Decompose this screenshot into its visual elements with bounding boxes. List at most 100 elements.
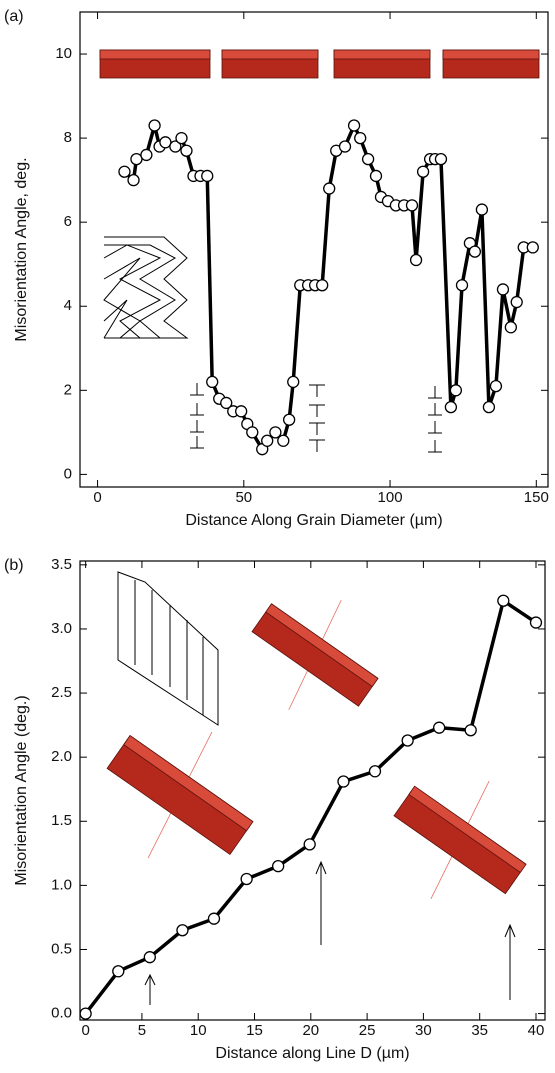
x-axis-label: Distance along Line D (µm) xyxy=(215,1045,409,1062)
x-tick-label: 100 xyxy=(378,489,403,506)
panel-label: (b) xyxy=(4,557,24,574)
decorations-b xyxy=(106,571,527,1005)
prism xyxy=(99,49,211,60)
data-point xyxy=(361,152,375,166)
y-axis-label: Misorientation Angle, deg. xyxy=(13,157,30,341)
data-point xyxy=(180,144,193,157)
y-tick-label: 0.0 xyxy=(51,1005,72,1022)
data-point xyxy=(433,721,446,734)
data-point xyxy=(79,1007,92,1020)
prism xyxy=(106,731,254,859)
y-tick-label: 2 xyxy=(64,381,72,398)
x-tick-label: 5 xyxy=(138,1022,146,1039)
x-tick-label: 30 xyxy=(415,1022,432,1039)
prism xyxy=(393,780,527,900)
data-point xyxy=(112,965,125,978)
data-point xyxy=(235,405,248,418)
x-tick-label: 20 xyxy=(302,1022,319,1039)
y-tick-label: 2.5 xyxy=(51,684,72,701)
data-point xyxy=(496,283,510,296)
chevrons xyxy=(103,236,189,339)
data-point xyxy=(201,169,214,183)
data-point xyxy=(143,951,156,964)
data-point xyxy=(207,912,221,925)
data-point xyxy=(277,434,290,447)
data-point xyxy=(269,426,282,439)
data-point xyxy=(455,279,469,292)
plot-frame xyxy=(79,11,549,488)
data-point xyxy=(261,434,274,447)
data-point xyxy=(176,924,189,937)
x-tick-label: 10 xyxy=(190,1022,207,1039)
data-point xyxy=(354,131,367,145)
plot-frame xyxy=(79,560,546,1021)
data-point xyxy=(475,203,489,216)
data-point xyxy=(369,169,383,183)
data-point xyxy=(368,765,382,778)
prism xyxy=(442,49,540,60)
data-point xyxy=(169,140,182,153)
data-point xyxy=(529,616,543,629)
x-tick-label: 150 xyxy=(524,489,549,506)
data-point xyxy=(416,165,430,178)
y-tick-label: 2.0 xyxy=(51,748,72,765)
data-point xyxy=(303,838,316,851)
x-tick-label: 0 xyxy=(81,1022,89,1039)
data-point xyxy=(323,182,336,195)
data-point xyxy=(464,724,477,737)
prism xyxy=(221,49,319,60)
data-point xyxy=(526,241,539,254)
data-point xyxy=(497,594,510,607)
y-tick-label: 3.5 xyxy=(51,556,72,573)
x-tick-label: 15 xyxy=(246,1022,263,1039)
grid-sketch xyxy=(117,571,219,726)
data-point xyxy=(220,396,233,410)
data-point xyxy=(175,131,188,145)
y-tick-label: 1.0 xyxy=(51,876,72,893)
data-point xyxy=(206,375,219,389)
data-point xyxy=(337,775,350,788)
data-point xyxy=(510,295,523,309)
data-point xyxy=(489,379,503,393)
data-point xyxy=(127,173,140,187)
y-tick-label: 10 xyxy=(55,45,72,62)
x-tick-label: 35 xyxy=(471,1022,488,1039)
data-point xyxy=(504,321,518,334)
data-point xyxy=(338,140,352,153)
x-tick-label: 50 xyxy=(235,489,252,506)
data-point xyxy=(246,426,259,439)
y-tick-label: 3.0 xyxy=(51,620,72,637)
data-point xyxy=(434,152,448,166)
y-tick-label: 0.5 xyxy=(51,940,72,957)
data-point xyxy=(409,253,423,267)
data-line xyxy=(123,123,533,451)
decorations-a xyxy=(99,49,540,453)
y-tick-label: 0 xyxy=(64,465,72,482)
data-point xyxy=(482,400,496,414)
dislocations xyxy=(190,383,442,453)
arrows xyxy=(144,860,516,1005)
data-point xyxy=(118,165,131,178)
data-point xyxy=(316,279,329,292)
prism xyxy=(251,599,379,711)
y-tick-label: 8 xyxy=(64,129,72,146)
y-tick-label: 6 xyxy=(64,213,72,230)
y-tick-label: 4 xyxy=(64,297,72,314)
data-point xyxy=(140,148,153,162)
y-tick-label: 1.5 xyxy=(51,812,72,829)
data-point xyxy=(405,199,419,212)
x-tick-label: 40 xyxy=(528,1022,545,1039)
x-tick-label: 0 xyxy=(93,489,101,506)
prism xyxy=(333,49,431,60)
data-point xyxy=(272,859,285,873)
panel-label: (a) xyxy=(4,8,24,25)
data-point xyxy=(449,384,463,397)
data-point xyxy=(444,400,458,414)
data-point xyxy=(347,119,361,132)
data-point xyxy=(287,375,300,389)
y-axis-label: Misorientation Angle (deg.) xyxy=(13,695,30,885)
data-point xyxy=(468,245,482,258)
data-point xyxy=(282,413,296,426)
